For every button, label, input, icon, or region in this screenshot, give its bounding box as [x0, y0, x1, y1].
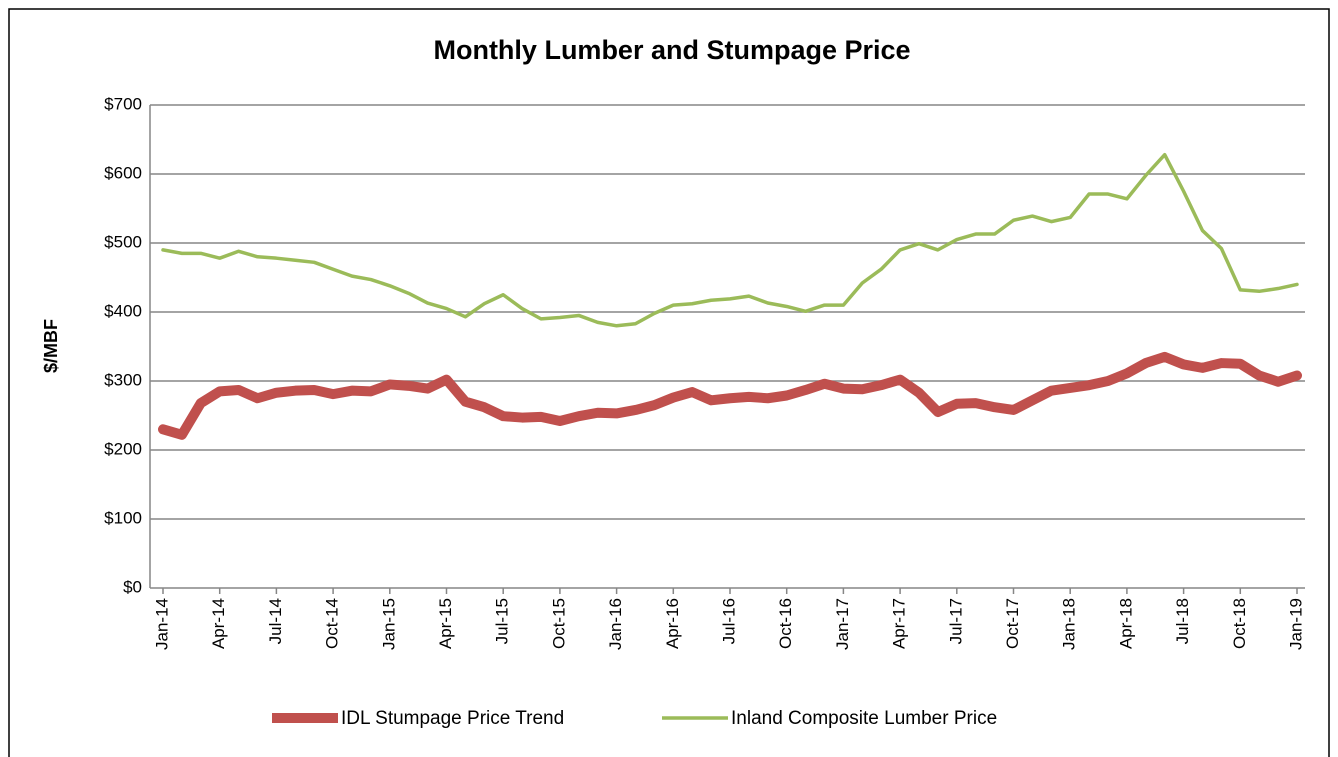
x-tick-label: Jul-17	[946, 598, 965, 644]
x-tick-label: Jan-16	[606, 598, 625, 650]
y-axis-label: $/MBF	[41, 319, 61, 373]
x-tick-label: Jul-16	[719, 598, 738, 644]
x-tick-label: Jul-14	[266, 598, 285, 644]
y-tick-label: $600	[104, 163, 142, 182]
legend-label: IDL Stumpage Price Trend	[341, 708, 564, 729]
y-tick-label: $400	[104, 301, 142, 320]
y-tick-label: $100	[104, 508, 142, 527]
legend-label: Inland Composite Lumber Price	[731, 708, 997, 729]
series-line	[158, 351, 1302, 440]
x-tick-label: Oct-17	[1003, 598, 1022, 649]
chart-border	[8, 8, 1330, 757]
x-tick-label: Oct-18	[1230, 598, 1249, 649]
y-tick-label: $300	[104, 370, 142, 389]
x-tick-label: Apr-14	[209, 598, 228, 649]
y-tick-label: $500	[104, 232, 142, 251]
x-tick-label: Apr-15	[436, 598, 455, 649]
x-tick-label: Jul-15	[493, 598, 512, 644]
series-line	[161, 152, 1299, 328]
y-tick-label: $0	[123, 577, 142, 596]
x-tick-label: Oct-16	[776, 598, 795, 649]
x-tick-label: Jan-14	[152, 598, 171, 650]
x-tick-label: Apr-18	[1116, 598, 1135, 649]
chart-title: Monthly Lumber and Stumpage Price	[433, 35, 910, 65]
y-tick-label: $200	[104, 439, 142, 458]
x-tick-label: Jan-19	[1286, 598, 1305, 650]
x-tick-label: Jul-18	[1173, 598, 1192, 644]
x-tick-label: Jan-15	[379, 598, 398, 650]
x-tick-label: Oct-14	[323, 598, 342, 649]
x-tick-label: Oct-15	[549, 598, 568, 649]
x-tick-label: Jan-17	[833, 598, 852, 650]
y-tick-label: $700	[104, 94, 142, 113]
x-tick-label: Apr-16	[663, 598, 682, 649]
x-tick-label: Jan-18	[1060, 598, 1079, 650]
x-tick-label: Apr-17	[890, 598, 909, 649]
